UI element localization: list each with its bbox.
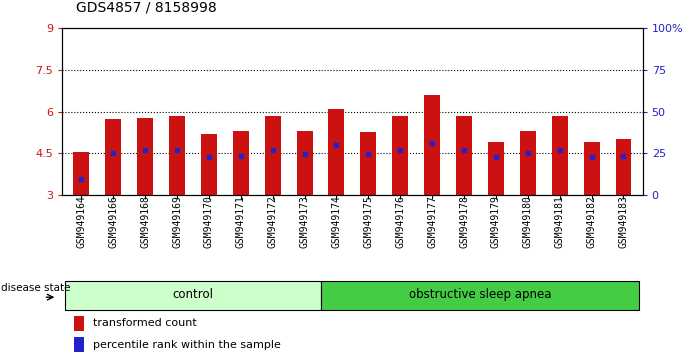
Bar xyxy=(201,134,217,195)
Text: GSM949180: GSM949180 xyxy=(523,195,533,247)
Bar xyxy=(105,119,121,195)
Text: GSM949168: GSM949168 xyxy=(140,195,150,247)
Text: obstructive sleep apnea: obstructive sleep apnea xyxy=(409,289,551,302)
Text: GSM949178: GSM949178 xyxy=(459,195,469,247)
Text: GSM949173: GSM949173 xyxy=(300,195,310,247)
FancyBboxPatch shape xyxy=(321,281,639,310)
Bar xyxy=(616,139,632,195)
Bar xyxy=(424,95,440,195)
Text: control: control xyxy=(173,289,214,302)
Text: GSM949174: GSM949174 xyxy=(332,195,341,247)
Text: GSM949176: GSM949176 xyxy=(395,195,405,247)
Text: GSM949164: GSM949164 xyxy=(76,195,86,247)
FancyBboxPatch shape xyxy=(66,281,321,310)
Text: GSM949179: GSM949179 xyxy=(491,195,501,247)
Bar xyxy=(584,142,600,195)
Bar xyxy=(73,152,89,195)
Bar xyxy=(328,109,344,195)
Text: GDS4857 / 8158998: GDS4857 / 8158998 xyxy=(76,0,217,14)
Bar xyxy=(392,116,408,195)
Bar xyxy=(361,132,377,195)
Text: GSM949182: GSM949182 xyxy=(587,195,596,247)
Text: GSM949170: GSM949170 xyxy=(204,195,214,247)
Bar xyxy=(296,131,312,195)
Bar xyxy=(456,116,472,195)
Text: GSM949172: GSM949172 xyxy=(267,195,278,247)
Text: GSM949171: GSM949171 xyxy=(236,195,246,247)
Bar xyxy=(520,131,536,195)
Text: GSM949175: GSM949175 xyxy=(363,195,373,247)
Text: GSM949166: GSM949166 xyxy=(108,195,118,247)
Text: GSM949183: GSM949183 xyxy=(618,195,629,247)
Bar xyxy=(488,142,504,195)
Text: percentile rank within the sample: percentile rank within the sample xyxy=(93,339,281,350)
Bar xyxy=(169,116,185,195)
Bar xyxy=(74,337,84,352)
Text: GSM949181: GSM949181 xyxy=(555,195,565,247)
Bar xyxy=(74,316,84,331)
Text: GSM949177: GSM949177 xyxy=(427,195,437,247)
Bar xyxy=(265,116,281,195)
Text: transformed count: transformed count xyxy=(93,318,197,329)
Bar xyxy=(551,116,568,195)
Bar xyxy=(233,131,249,195)
Text: disease state: disease state xyxy=(1,282,70,293)
Bar xyxy=(137,118,153,195)
Text: GSM949169: GSM949169 xyxy=(172,195,182,247)
